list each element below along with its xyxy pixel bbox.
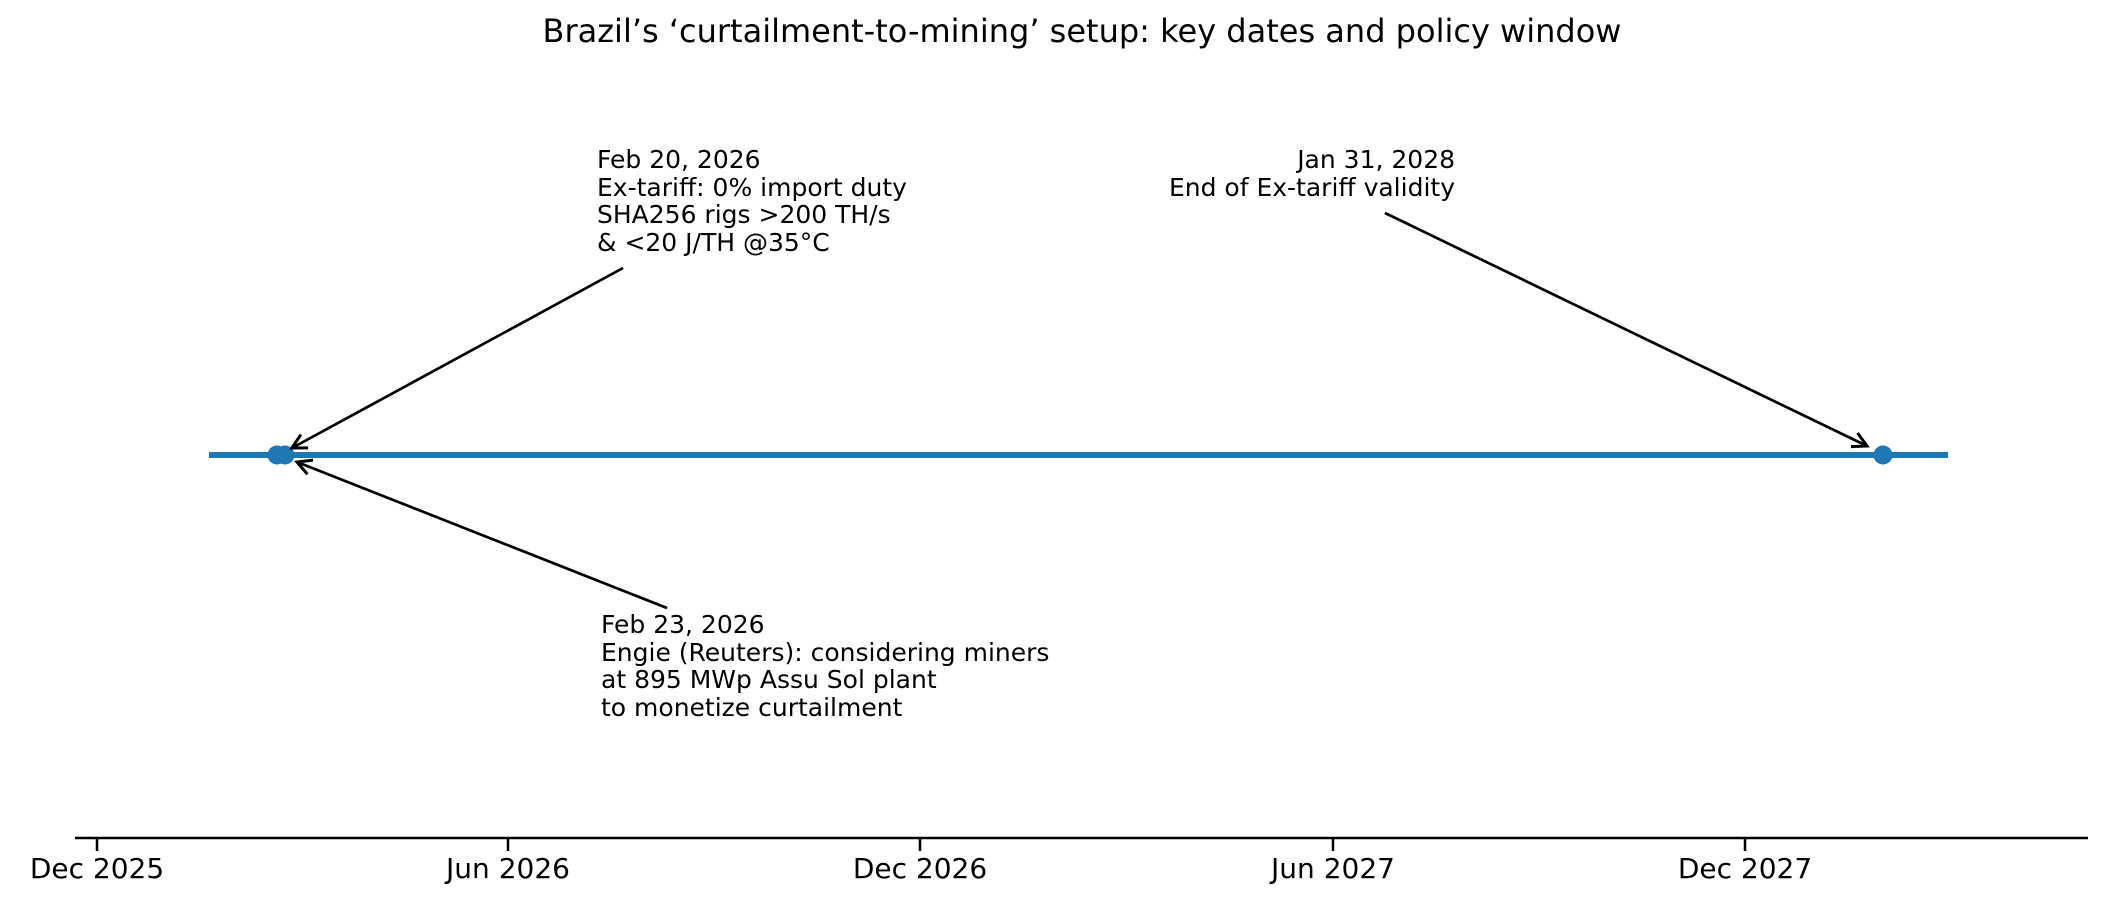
- annotation-feb20: Feb 20, 2026 Ex-tariff: 0% import duty S…: [597, 146, 907, 256]
- event-marker-feb23: [275, 445, 295, 465]
- annotation-feb20-line3: SHA256 rigs >200 TH/s: [597, 200, 891, 229]
- annotation-jan31-line2: End of Ex-tariff validity: [1168, 172, 1455, 202]
- annotation-feb23-line2: Engie (Reuters): considering miners: [601, 637, 1050, 667]
- arrow-feb20-annotation: [292, 266, 624, 448]
- chart-title: Brazil’s ‘curtailment-to-mining’ setup: …: [542, 12, 1622, 50]
- annotation-feb20-line4: & <20 J/TH @35°C: [597, 227, 830, 257]
- annotation-feb20-line1: Feb 20, 2026: [597, 145, 761, 174]
- arrow-jan31-annotation: [1384, 211, 1867, 446]
- annotation-feb20-line2: Ex-tariff: 0% import duty: [597, 172, 907, 202]
- annotation-jan31-line1: Jan 31, 2028: [1297, 145, 1455, 174]
- x-tick-label-jun2027: Jun 2027: [1271, 852, 1395, 885]
- annotation-jan31: Jan 31, 2028 End of Ex-tariff validity: [1169, 146, 1455, 201]
- annotation-feb23-line4: to monetize curtailment: [601, 692, 903, 722]
- x-tick-label-dec2025: Dec 2025: [29, 852, 165, 885]
- x-tick-label-dec2026: Dec 2026: [852, 852, 988, 885]
- annotation-feb23-line1: Feb 23, 2026: [601, 610, 765, 639]
- arrow-feb23-annotation: [297, 462, 668, 610]
- x-tick-label-dec2027: Dec 2027: [1677, 852, 1813, 885]
- x-tick-label-jun2026: Jun 2026: [446, 852, 570, 885]
- annotation-feb23-line3: at 895 MWp Assu Sol plant: [601, 665, 937, 694]
- annotation-feb23: Feb 23, 2026 Engie (Reuters): considerin…: [601, 611, 1049, 721]
- event-marker-jan31: [1873, 445, 1893, 465]
